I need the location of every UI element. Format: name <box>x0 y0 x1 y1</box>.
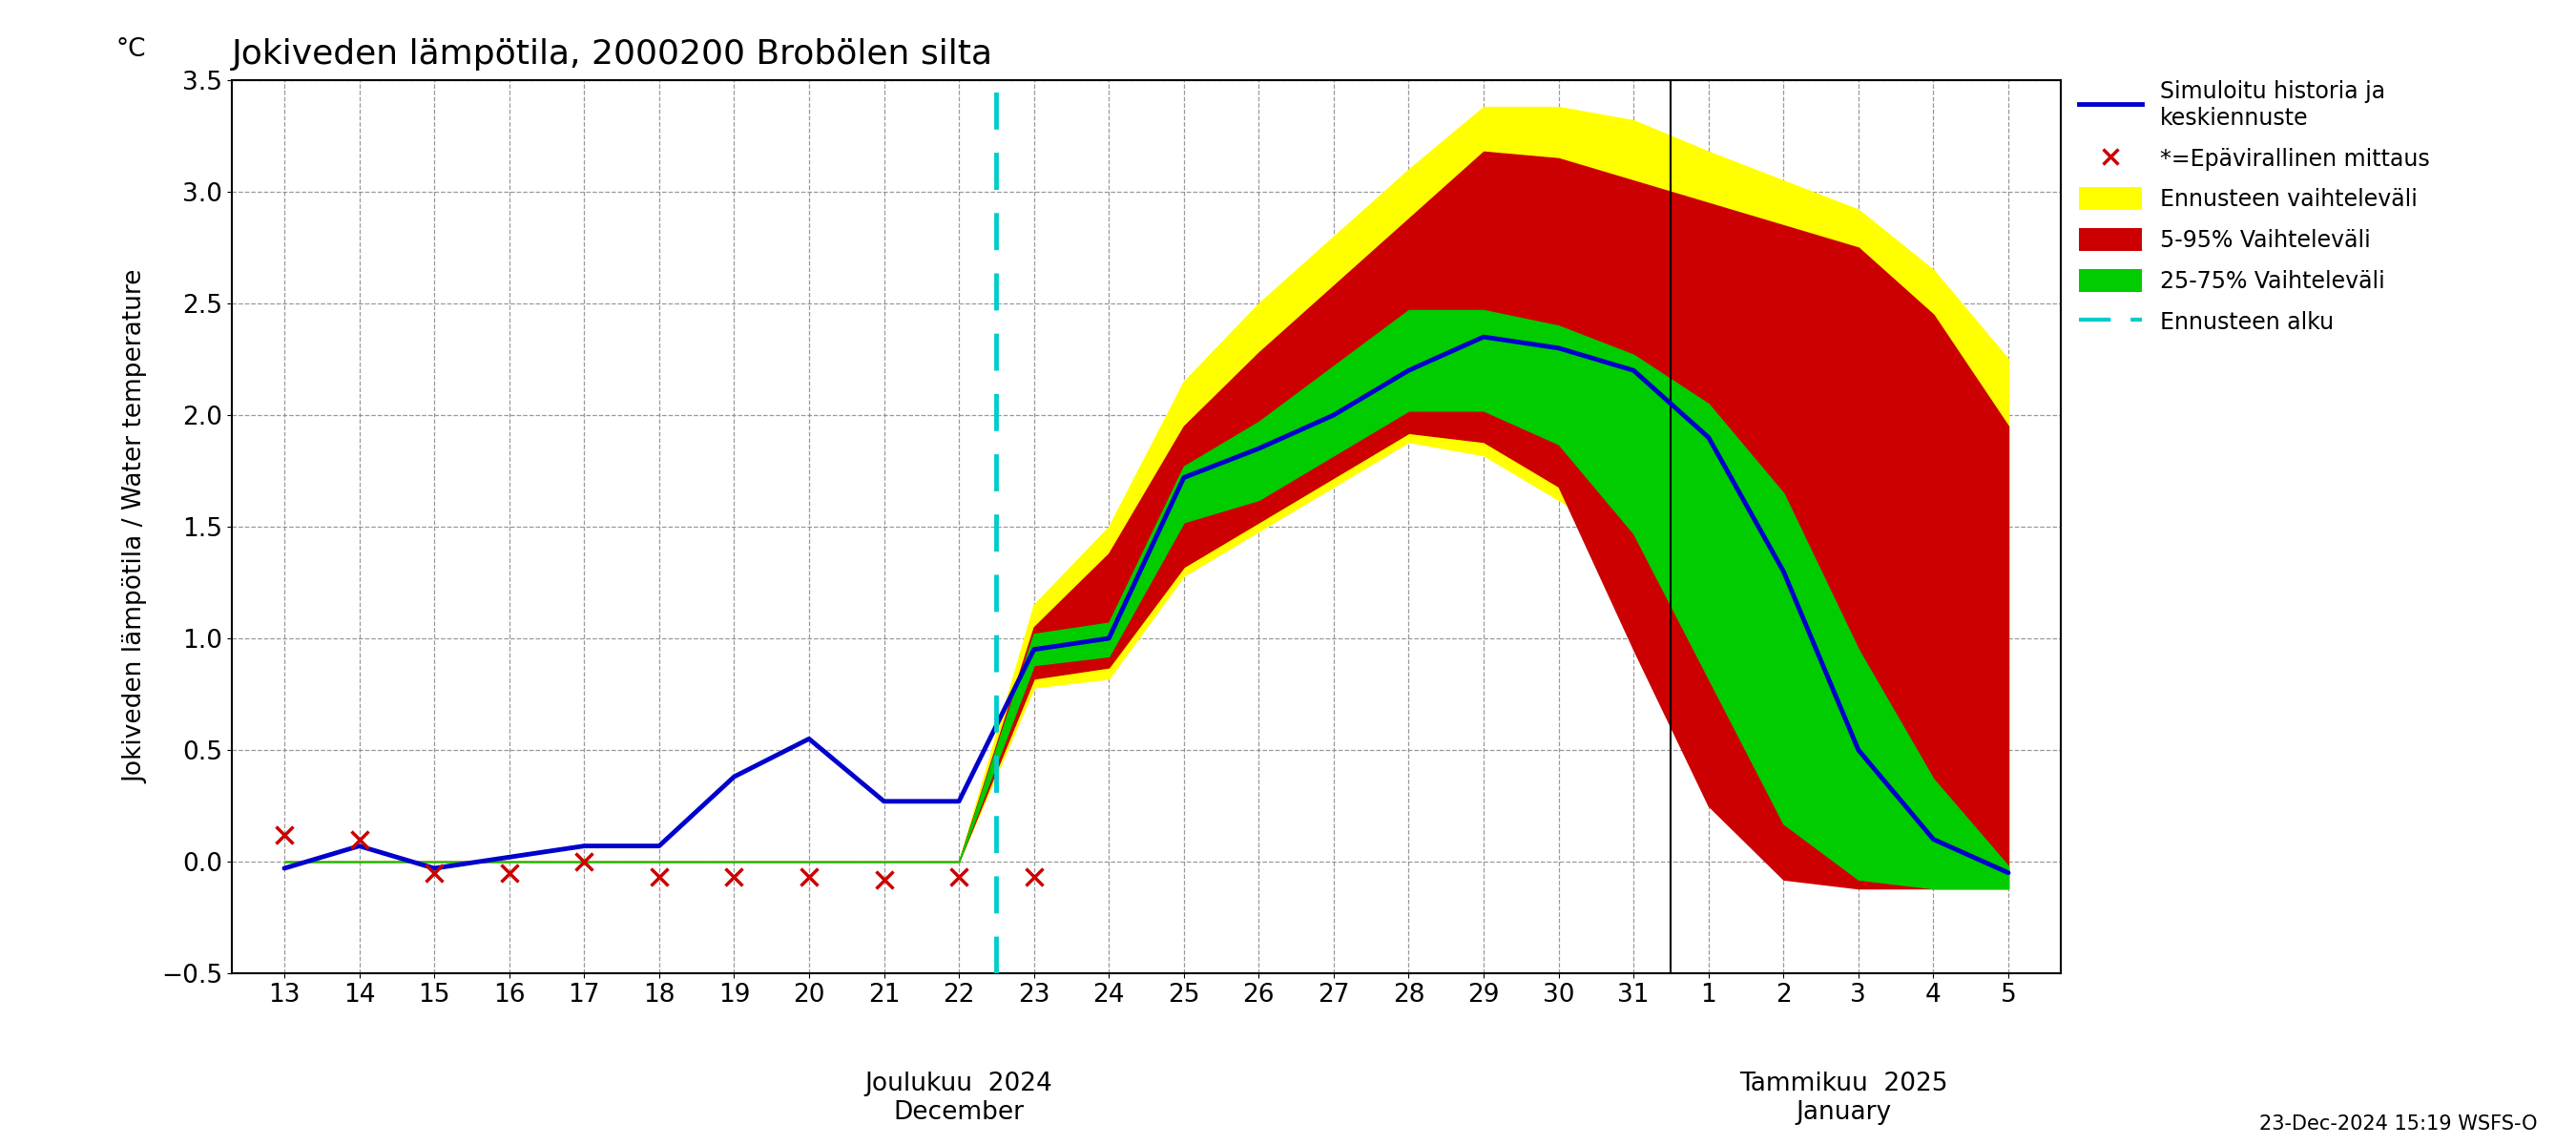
Y-axis label: Jokiveden lämpötila / Water temperature: Jokiveden lämpötila / Water temperature <box>124 270 149 783</box>
Legend: Simuloitu historia ja
keskiennuste, *=Epävirallinen mittaus, Ennusteen vaihtelev: Simuloitu historia ja keskiennuste, *=Ep… <box>2079 80 2429 333</box>
Text: Jokiveden lämpötila, 2000200 Brobölen silta: Jokiveden lämpötila, 2000200 Brobölen si… <box>232 39 994 71</box>
Text: °C: °C <box>116 38 147 62</box>
Text: Tammikuu  2025
January: Tammikuu 2025 January <box>1739 1072 1947 1124</box>
Text: 23-Dec-2024 15:19 WSFS-O: 23-Dec-2024 15:19 WSFS-O <box>2259 1114 2537 1134</box>
Text: Joulukuu  2024
December: Joulukuu 2024 December <box>866 1072 1054 1124</box>
